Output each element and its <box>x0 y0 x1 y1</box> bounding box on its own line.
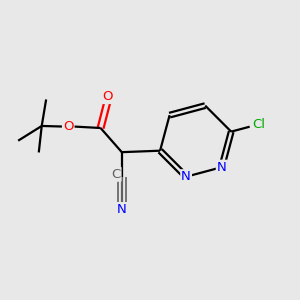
Text: Cl: Cl <box>252 118 265 131</box>
Text: C: C <box>111 168 121 181</box>
Text: N: N <box>217 161 226 174</box>
Text: O: O <box>102 90 112 103</box>
Text: N: N <box>181 170 191 183</box>
Text: O: O <box>63 120 74 133</box>
Text: N: N <box>117 203 127 216</box>
